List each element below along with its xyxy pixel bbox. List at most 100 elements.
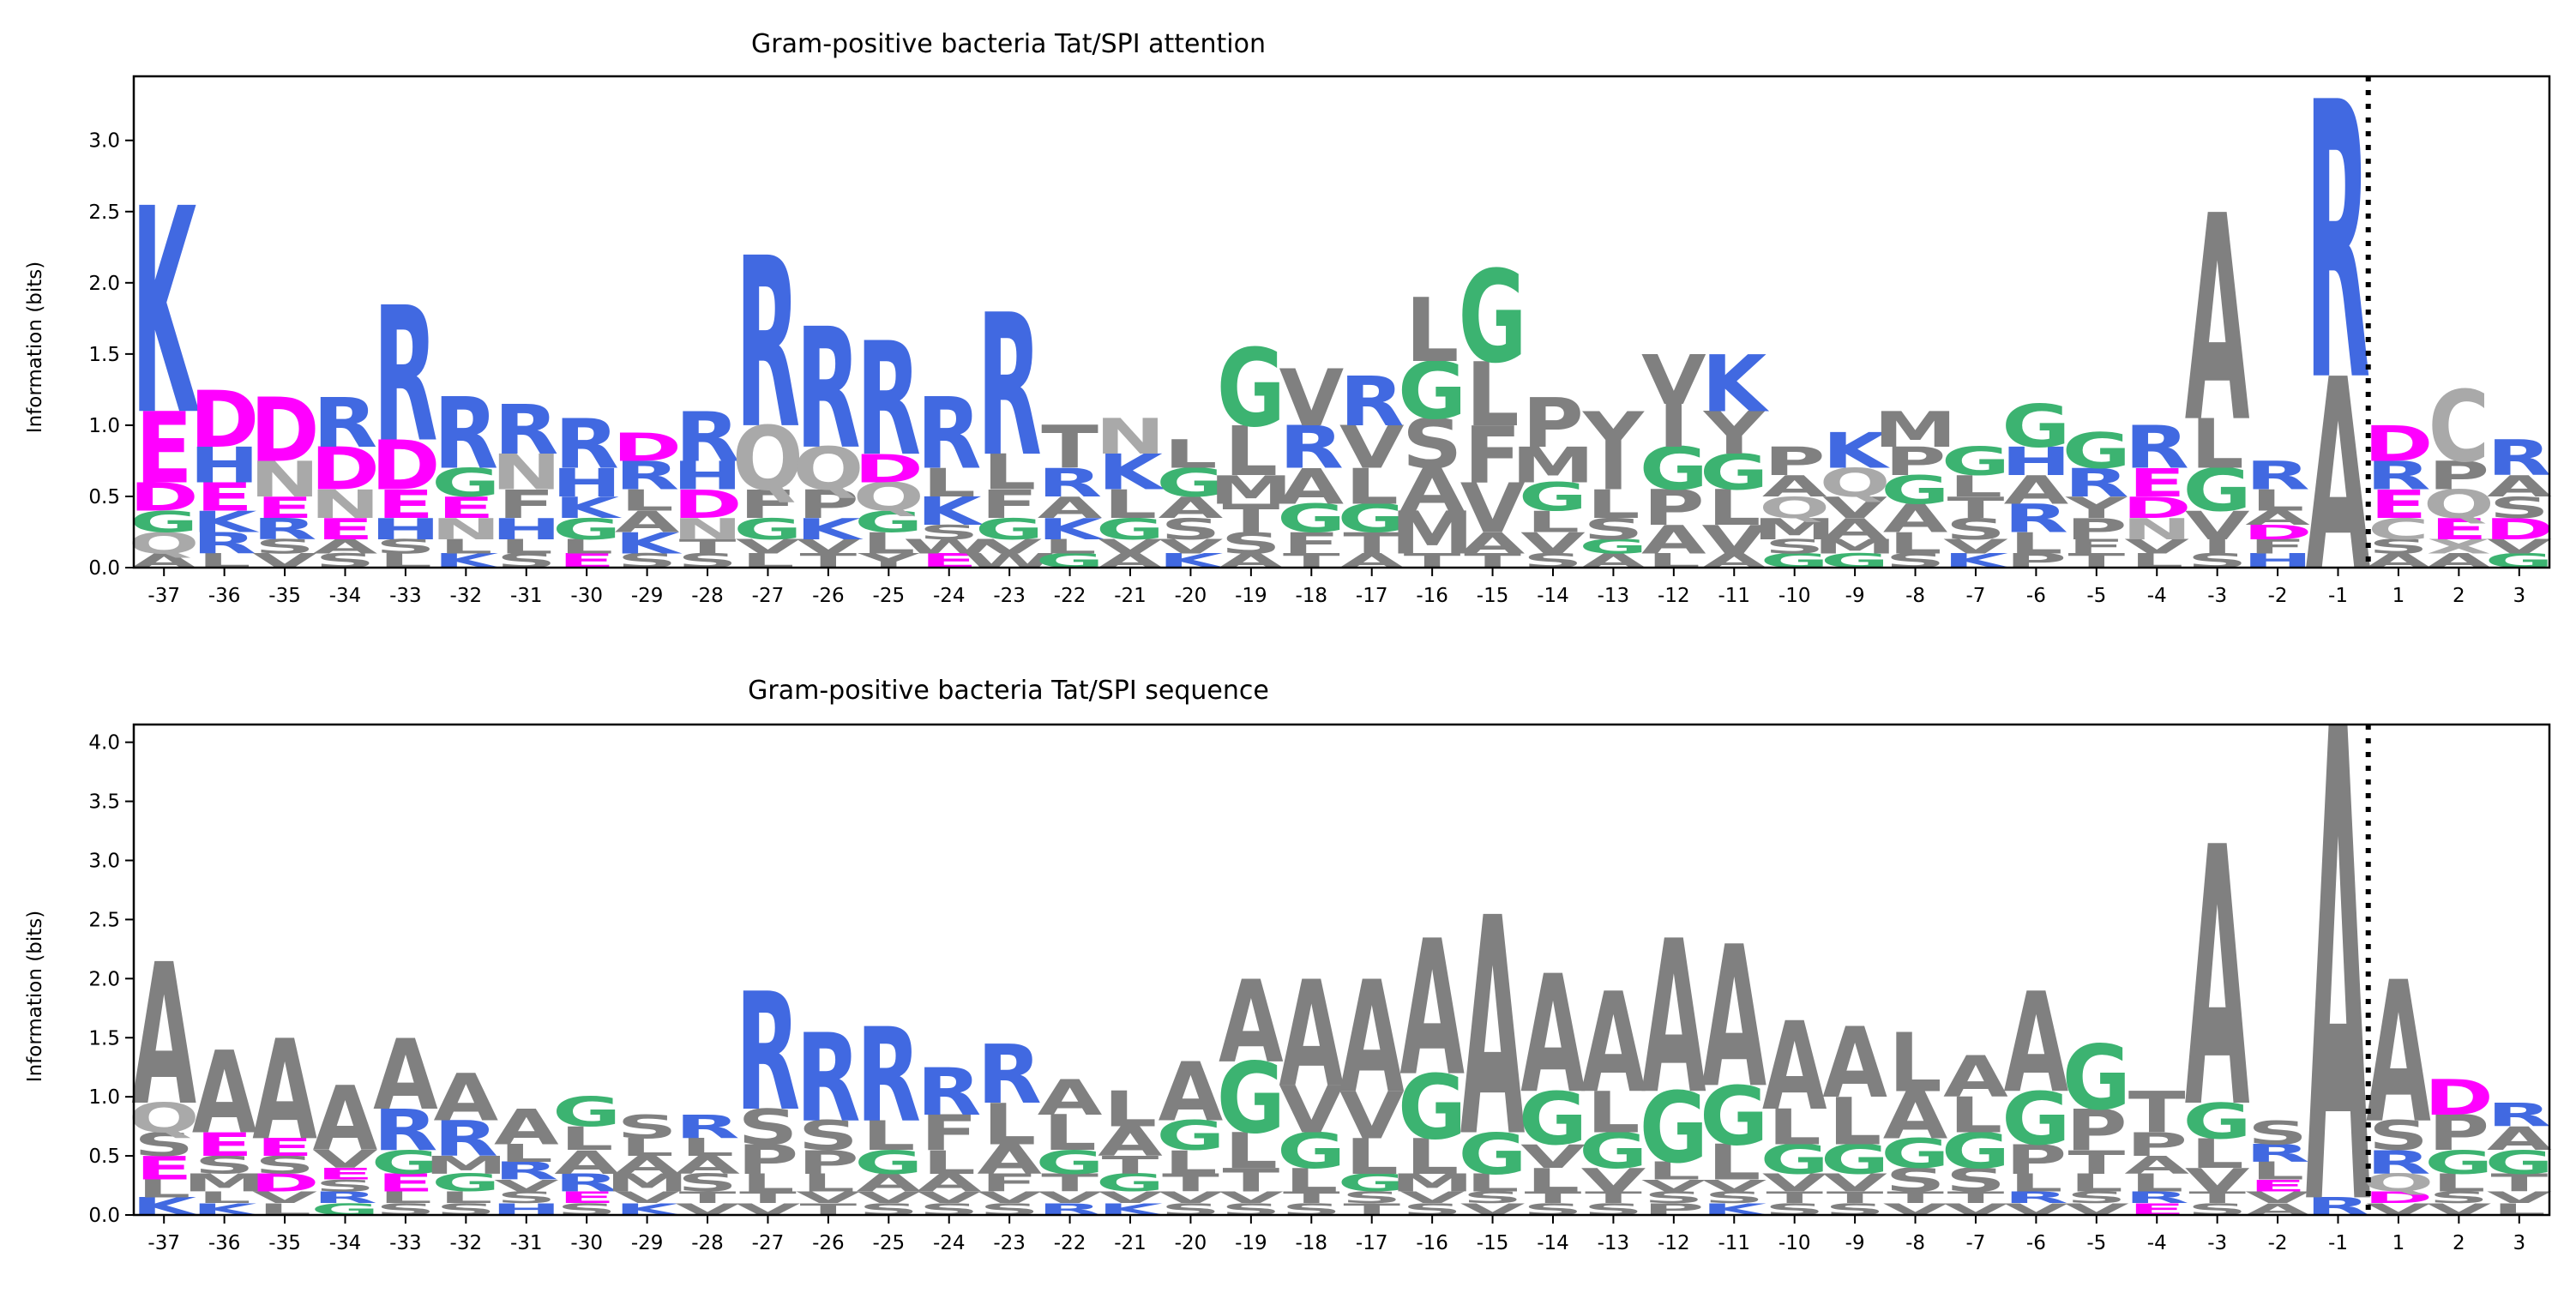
residue-glyph-E: E — [316, 1164, 374, 1183]
residue-glyph-D: D — [2424, 1069, 2494, 1126]
residue-glyph-V: V — [1943, 535, 2008, 558]
residue-glyph-L: L — [2191, 1131, 2244, 1178]
residue-glyph-R: R — [675, 1109, 739, 1146]
residue-glyph-G: G — [2062, 423, 2131, 479]
residue-glyph-F: F — [497, 481, 555, 526]
residue-glyph-R: R — [373, 268, 437, 484]
x-tick-label: -30 — [570, 1232, 603, 1254]
y-tick-label: 3.5 — [88, 791, 120, 814]
residue-glyph-F: F — [1464, 411, 1521, 502]
residue-glyph-G: G — [1035, 1144, 1104, 1182]
y-tick-label: 1.5 — [88, 344, 120, 366]
x-tick-label: -33 — [389, 585, 422, 607]
residue-glyph-A: A — [1399, 900, 1465, 1117]
residue-glyph-P: P — [2066, 513, 2128, 547]
residue-glyph-S: S — [315, 1176, 375, 1195]
x-tick-label: -20 — [1175, 585, 1207, 607]
x-tick-label: -1 — [2328, 1232, 2348, 1254]
residue-glyph-T: T — [1343, 526, 1400, 561]
residue-glyph-N: N — [491, 444, 562, 501]
residue-glyph-N: N — [1095, 408, 1165, 465]
residue-glyph-V: V — [1159, 535, 1224, 558]
residue-glyph-P: P — [737, 1137, 799, 1184]
residue-glyph-A: A — [977, 1137, 1042, 1184]
residue-glyph-L: L — [198, 1188, 251, 1207]
residue-glyph-G: G — [129, 505, 198, 539]
residue-glyph-N: N — [250, 451, 320, 508]
residue-glyph-R: R — [192, 526, 256, 561]
residue-glyph-S: S — [1764, 535, 1824, 558]
residue-glyph-A: A — [917, 1169, 982, 1197]
residue-glyph-Q: Q — [2362, 1169, 2434, 1197]
residue-glyph-S: S — [2368, 535, 2429, 558]
residue-glyph-S: S — [2067, 1188, 2127, 1207]
residue-glyph-E: E — [377, 1169, 435, 1197]
residue-glyph-T: T — [1223, 1162, 1280, 1200]
x-tick-label: -4 — [2147, 585, 2167, 607]
residue-glyph-P: P — [1885, 439, 1947, 484]
x-tick-label: -32 — [450, 1232, 483, 1254]
residue-glyph-A: A — [1701, 905, 1766, 1132]
y-tick-label: 4.0 — [88, 732, 120, 755]
residue-glyph-A: A — [2185, 773, 2250, 1188]
residue-glyph-L: L — [620, 484, 673, 518]
residue-glyph-A: A — [1762, 470, 1827, 504]
residue-glyph-K: K — [1822, 423, 1890, 479]
y-tick-label: 2.5 — [88, 201, 120, 224]
residue-glyph-G: G — [1096, 513, 1165, 547]
residue-glyph-L: L — [2251, 484, 2304, 518]
residue-glyph-A: A — [1159, 1045, 1224, 1140]
residue-glyph-E: E — [437, 491, 495, 526]
residue-glyph-A: A — [252, 1012, 317, 1171]
residue-glyph-L: L — [1707, 480, 1760, 537]
residue-glyph-L: L — [1405, 280, 1459, 382]
residue-glyph-A: A — [675, 1151, 740, 1179]
y-tick-label: 2.0 — [88, 273, 120, 295]
residue-glyph-A: A — [1762, 995, 1827, 1137]
residue-glyph-A: A — [1520, 941, 1586, 1130]
residue-glyph-L: L — [2130, 1169, 2183, 1197]
residue-glyph-Q: Q — [129, 1095, 200, 1142]
residue-glyph-T: T — [1827, 1188, 1884, 1207]
x-tick-label: -30 — [570, 585, 603, 607]
x-tick-label: -23 — [993, 1232, 1026, 1254]
residue-glyph-R: R — [2366, 453, 2430, 498]
y-tick-label: 3.0 — [88, 851, 120, 873]
x-tick-label: -11 — [1718, 1232, 1750, 1254]
residue-glyph-A: A — [615, 1151, 680, 1179]
residue-glyph-A: A — [494, 1099, 559, 1156]
x-tick-label: -7 — [1965, 1232, 1985, 1254]
residue-glyph-F: F — [2067, 535, 2125, 558]
residue-glyph-G: G — [1941, 439, 2010, 484]
residue-glyph-L: L — [1888, 1016, 1941, 1110]
residue-glyph-A: A — [1822, 1007, 1887, 1120]
residue-glyph-E: E — [196, 1126, 253, 1164]
residue-glyph-K: K — [796, 513, 864, 547]
x-tick-label: -19 — [1235, 1232, 1267, 1254]
residue-glyph-L: L — [802, 1169, 855, 1197]
residue-glyph-L: L — [1043, 535, 1096, 558]
residue-glyph-L: L — [923, 460, 976, 506]
residue-glyph-A: A — [1399, 456, 1465, 524]
residue-glyph-G: G — [1458, 1122, 1526, 1188]
residue-glyph-A: A — [1098, 1119, 1163, 1166]
residue-glyph-G: G — [1579, 535, 1647, 558]
residue-glyph-R: R — [2245, 1140, 2309, 1168]
residue-glyph-P: P — [1643, 480, 1705, 537]
residue-glyph-A: A — [373, 1019, 438, 1132]
residue-glyph-R: R — [252, 513, 316, 547]
residue-glyph-L: L — [560, 1121, 613, 1158]
residue-glyph-A: A — [1460, 526, 1526, 561]
residue-glyph-L: L — [741, 1169, 794, 1197]
residue-glyph-A: A — [615, 505, 680, 539]
residue-glyph-A: A — [2306, 322, 2371, 629]
residue-glyph-S: S — [1160, 513, 1220, 547]
residue-glyph-I: I — [2201, 535, 2232, 558]
residue-glyph-V: V — [1701, 1176, 1766, 1195]
residue-glyph-G: G — [1579, 1122, 1647, 1179]
residue-glyph-V: V — [1520, 1138, 1586, 1176]
x-tick-label: -18 — [1295, 585, 1327, 607]
residue-glyph-V: V — [1641, 341, 1706, 421]
residue-glyph-Y: Y — [1703, 400, 1766, 467]
residue-glyph-V: V — [1399, 1188, 1465, 1207]
